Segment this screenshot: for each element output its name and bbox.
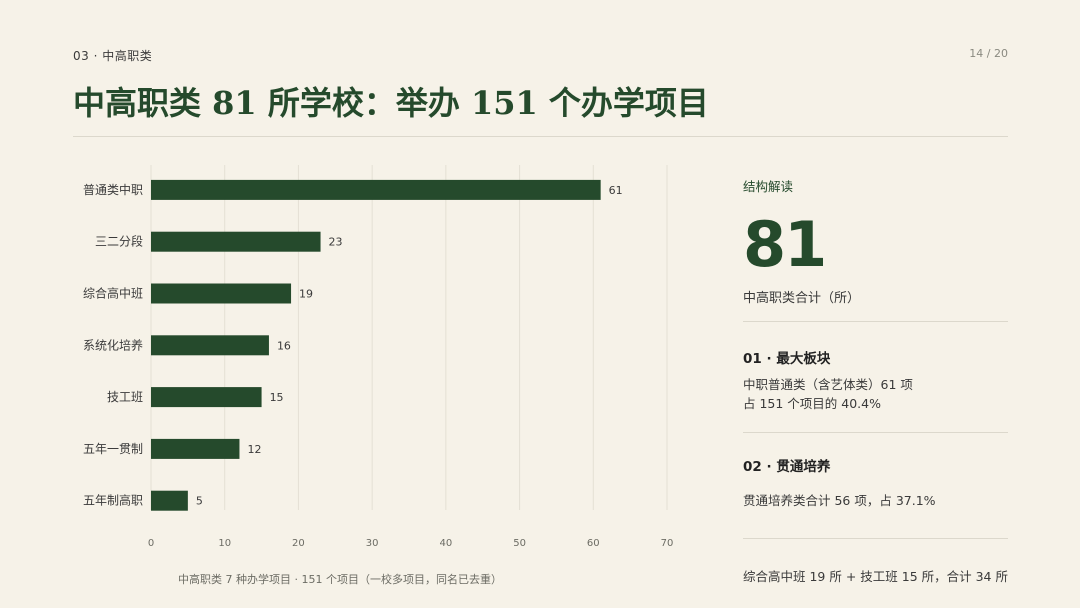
x-tick-label: 0	[148, 538, 154, 549]
data-label: 5	[196, 495, 203, 508]
x-tick-label: 20	[292, 538, 305, 549]
point-1-line-1: 中职普通类（含艺体类）61 项	[743, 377, 913, 392]
panel-divider	[743, 538, 1008, 539]
x-tick-label: 10	[218, 538, 231, 549]
bar	[151, 283, 292, 304]
big-number: 81	[743, 208, 827, 281]
category-label: 技工班	[107, 390, 143, 404]
data-label: 15	[270, 391, 284, 404]
bar	[151, 231, 321, 252]
data-label: 19	[299, 288, 313, 301]
chart-caption: 中高职类 7 种办学项目 · 151 个项目（一校多项目，同名已去重）	[178, 573, 502, 586]
category-label: 系统化培养	[83, 337, 143, 352]
page-title: 中高职类 81 所学校：举办 151 个办学项目	[73, 84, 709, 122]
point-1-heading: 01 · 最大板块	[743, 351, 831, 367]
big-number-caption: 中高职类合计（所）	[743, 291, 861, 306]
x-tick-label: 50	[513, 538, 526, 549]
category-label: 五年一贯制	[83, 442, 143, 456]
point-2-line-1: 贯通培养类合计 56 项，占 37.1%	[743, 493, 936, 508]
x-tick-label: 40	[439, 538, 452, 549]
data-label: 16	[277, 339, 291, 352]
x-tick-label: 70	[661, 538, 674, 549]
section-label: 03 · 中高职类	[73, 49, 153, 63]
data-label: 23	[329, 236, 343, 249]
bar	[151, 438, 240, 459]
bar	[151, 335, 269, 356]
bar-chart: 0 10 20 30 40 50 60 70 普通类中职 61 三二分段 23 综合高中班 19 系统化培养…	[83, 165, 674, 549]
panel-divider	[743, 321, 1008, 322]
panel-divider	[743, 432, 1008, 433]
point-2-heading: 02 · 贯通培养	[743, 459, 831, 475]
point-1-line-2: 占 151 个项目的 40.4%	[743, 396, 881, 411]
page-number: 14 / 20	[969, 47, 1008, 60]
panel-label: 结构解读	[743, 179, 794, 194]
data-label: 12	[247, 443, 261, 456]
summary-text: 综合高中班 19 所 + 技工班 15 所，合计 34 所	[743, 569, 1008, 584]
category-label: 普通类中职	[83, 182, 143, 197]
bar	[151, 387, 262, 408]
x-tick-label: 30	[366, 538, 379, 549]
category-label: 五年制高职	[83, 493, 143, 508]
data-label: 61	[609, 184, 623, 197]
title-divider	[73, 136, 1008, 137]
category-label: 三二分段	[95, 234, 143, 249]
category-label: 综合高中班	[83, 286, 143, 301]
bar	[151, 179, 601, 200]
x-tick-label: 60	[587, 538, 600, 549]
bar	[151, 490, 188, 511]
